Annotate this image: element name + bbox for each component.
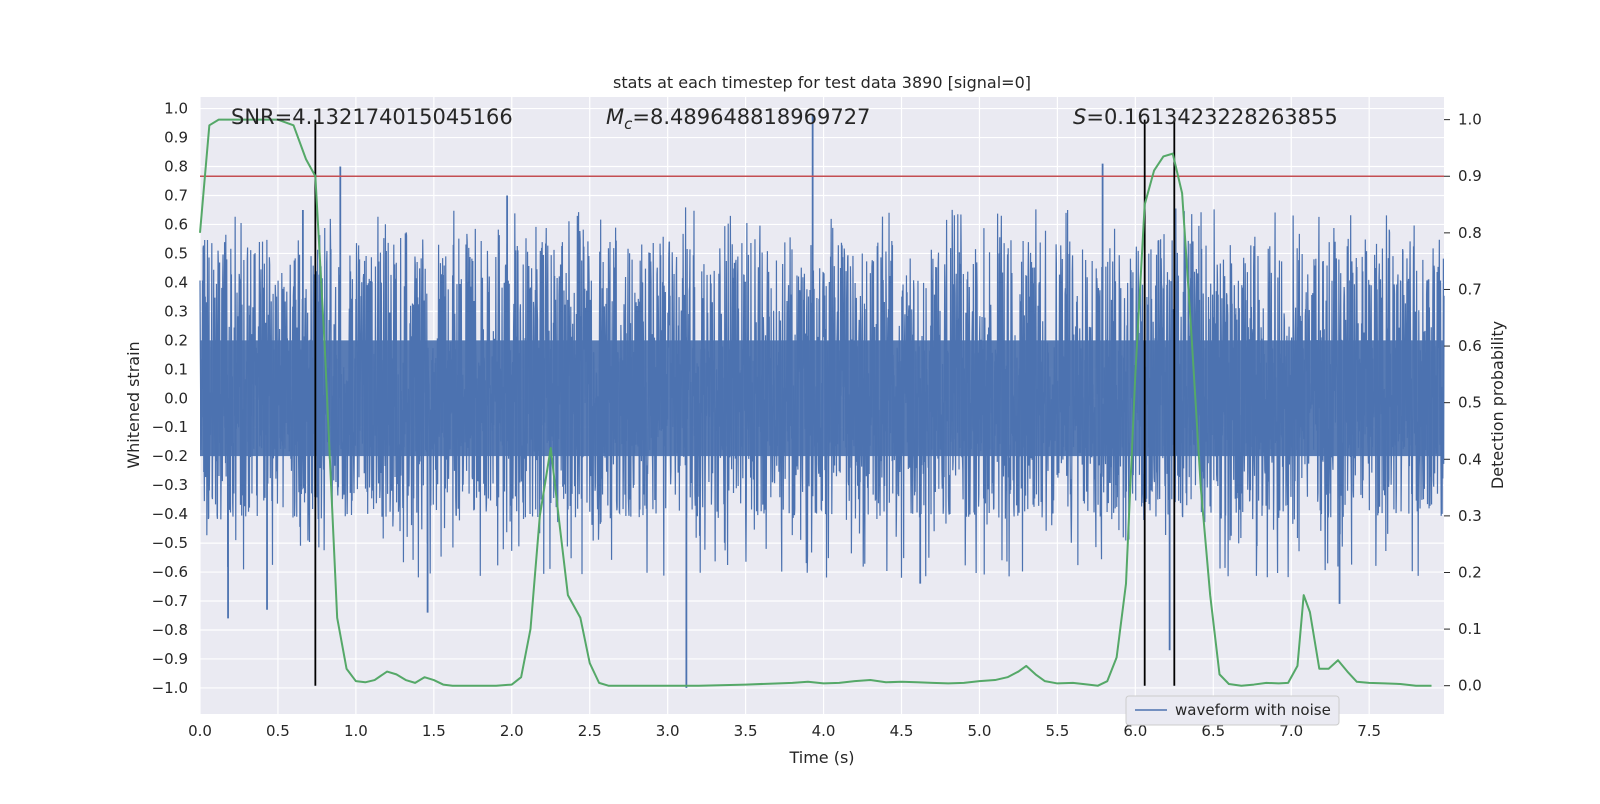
x-tick-label: 1.5 xyxy=(422,722,446,740)
y-tick-label: −1.0 xyxy=(152,679,188,697)
y2-tick-label: 0.3 xyxy=(1458,507,1482,525)
y-tick-label: −0.7 xyxy=(152,592,188,610)
legend: waveform with noise xyxy=(1125,695,1340,726)
y2-axis-ticks: 1.0 0.9 0.8 0.7 0.6 0.5 0.4 0.3 0.2 0.1 0.0 xyxy=(1444,111,1482,695)
s-symbol: S xyxy=(1073,105,1086,129)
y-tick-label: 0.9 xyxy=(164,129,188,147)
y-tick-label: 0.1 xyxy=(164,360,188,378)
chirp-mass-value: =8.489648818969727 xyxy=(632,105,870,129)
y-tick-label: 0.3 xyxy=(164,302,188,320)
y2-tick-label: 0.5 xyxy=(1458,394,1482,412)
s-value: =0.1613423228263855 xyxy=(1086,105,1337,129)
s-annotation: S=0.1613423228263855 xyxy=(1073,105,1338,129)
y2-tick-label: 1.0 xyxy=(1458,111,1482,129)
y-tick-label: 0.0 xyxy=(164,389,188,407)
x-tick-label: 3.5 xyxy=(734,722,758,740)
x-tick-label: 5.5 xyxy=(1045,722,1069,740)
y-tick-label: −0.8 xyxy=(152,621,188,639)
y-tick-label: −0.1 xyxy=(152,418,188,436)
y-tick-label: 0.2 xyxy=(164,331,188,349)
x-tick-label: 7.0 xyxy=(1279,722,1303,740)
y-tick-label: 0.5 xyxy=(164,244,188,262)
y-tick-label: 0.7 xyxy=(164,186,188,204)
x-tick-label: 4.0 xyxy=(812,722,836,740)
y-axis-label: Whitened strain xyxy=(124,341,143,468)
probability-line xyxy=(199,118,1432,687)
y-axis-ticks: 1.0 0.9 0.8 0.7 0.6 0.5 0.4 0.3 0.2 0.1 0.0 −0.1 −0.… xyxy=(152,100,188,697)
x-axis-ticks: 0.0 0.5 1.0 1.5 2.0 2.5 3.0 3.5 4.0 4.5 5.0 5.5 6.0 6… xyxy=(188,722,1381,740)
chirp-mass-annotation: Mc=8.489648818969727 xyxy=(606,105,870,133)
y2-tick-label: 0.7 xyxy=(1458,280,1482,298)
legend-box xyxy=(1125,695,1340,726)
legend-entry-waveform: waveform with noise xyxy=(1175,701,1331,719)
x-tick-label: 7.5 xyxy=(1357,722,1381,740)
snr-annotation: SNR=4.132174015045166 xyxy=(231,105,513,129)
x-axis-label: Time (s) xyxy=(788,748,854,767)
y-tick-label: −0.6 xyxy=(152,563,188,581)
chart-title: stats at each timestep for test data 389… xyxy=(613,73,1031,92)
x-tick-label: 0.5 xyxy=(266,722,290,740)
y-tick-label: −0.4 xyxy=(152,505,188,523)
y2-tick-label: 0.8 xyxy=(1458,224,1482,242)
chirp-mass-symbol: M xyxy=(606,105,624,129)
y2-axis-label: Detection probability xyxy=(1488,321,1507,489)
waveform-series xyxy=(199,114,1445,688)
y-tick-label: 0.4 xyxy=(164,273,188,291)
y2-tick-label: 0.9 xyxy=(1458,167,1482,185)
y-tick-label: 0.6 xyxy=(164,215,188,233)
y-tick-label: −0.3 xyxy=(152,476,188,494)
x-tick-label: 6.0 xyxy=(1123,722,1147,740)
y-tick-label: −0.9 xyxy=(152,650,188,668)
y2-tick-label: 0.2 xyxy=(1458,563,1482,581)
y-tick-label: 0.8 xyxy=(164,158,188,176)
y-tick-label: −0.2 xyxy=(152,447,188,465)
x-tick-label: 5.0 xyxy=(968,722,992,740)
x-tick-label: 6.5 xyxy=(1201,722,1225,740)
x-tick-label: 2.0 xyxy=(500,722,524,740)
x-tick-label: 4.5 xyxy=(890,722,914,740)
chirp-mass-subscript: c xyxy=(624,115,633,133)
y2-tick-label: 0.0 xyxy=(1458,677,1482,695)
waveform-core-band xyxy=(200,340,1444,457)
probability-series xyxy=(199,118,1432,687)
y2-tick-label: 0.6 xyxy=(1458,337,1482,355)
y-tick-label: −0.5 xyxy=(152,534,188,552)
y2-tick-label: 0.4 xyxy=(1458,450,1482,468)
y-tick-label: 1.0 xyxy=(164,100,188,118)
x-tick-label: 3.0 xyxy=(656,722,680,740)
y2-tick-label: 0.1 xyxy=(1458,620,1482,638)
x-tick-label: 1.0 xyxy=(344,722,368,740)
x-tick-label: 0.0 xyxy=(188,722,212,740)
x-tick-label: 2.5 xyxy=(578,722,602,740)
